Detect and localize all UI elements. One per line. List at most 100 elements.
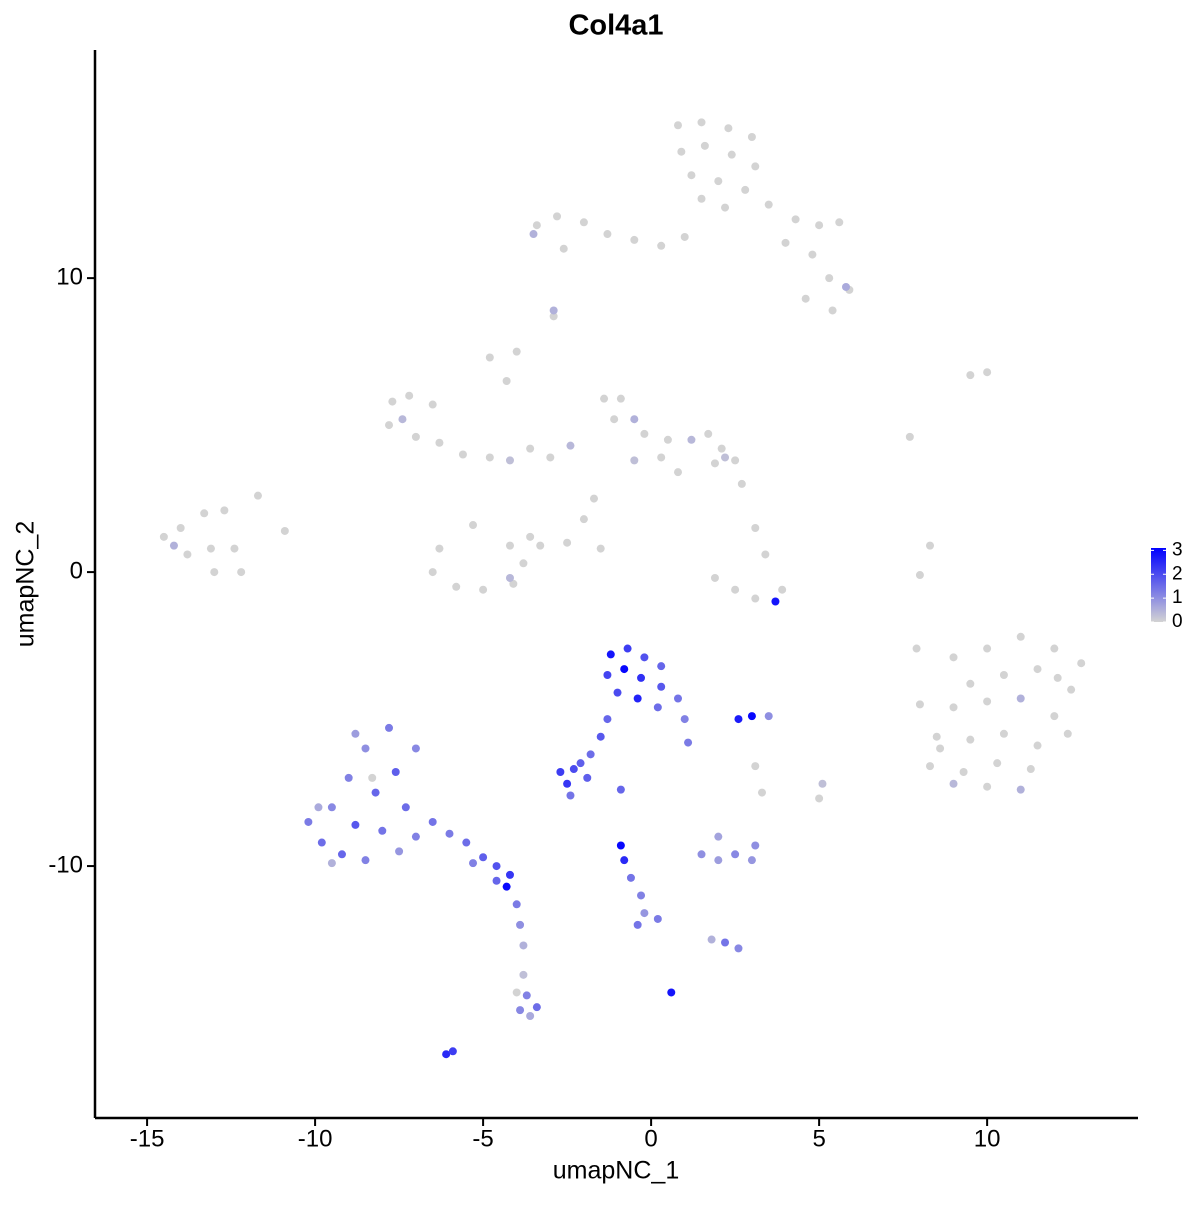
data-point — [411, 744, 420, 753]
data-point — [731, 456, 740, 465]
data-point — [710, 459, 719, 468]
data-point — [176, 523, 185, 532]
data-point — [526, 532, 535, 541]
data-point — [983, 697, 992, 706]
data-point — [1050, 712, 1059, 721]
data-point — [452, 582, 461, 591]
data-point — [398, 415, 407, 424]
data-point — [1033, 741, 1042, 750]
y-tick-label: 10 — [56, 263, 83, 290]
data-point — [620, 856, 629, 865]
data-point — [435, 544, 444, 553]
data-point — [596, 544, 605, 553]
data-point — [1016, 632, 1025, 641]
data-point — [485, 353, 494, 362]
data-point — [458, 450, 467, 459]
data-point — [721, 938, 730, 947]
data-point — [512, 988, 521, 997]
data-point — [731, 585, 740, 594]
data-point — [687, 435, 696, 444]
data-point — [169, 541, 178, 550]
data-point — [428, 568, 437, 577]
y-tick-label: -10 — [48, 851, 83, 878]
data-point — [653, 914, 662, 923]
data-point — [183, 550, 192, 559]
data-point — [710, 573, 719, 582]
data-point — [1033, 665, 1042, 674]
data-point — [532, 221, 541, 230]
data-point — [657, 453, 666, 462]
data-point — [361, 744, 370, 753]
data-point — [926, 541, 935, 550]
data-point — [633, 920, 642, 929]
data-point — [724, 124, 733, 133]
axes: -15 -10 -5 0 5 10 -10 0 10 — [48, 50, 1138, 1152]
data-point — [546, 453, 555, 462]
data-point — [949, 703, 958, 712]
data-point — [502, 882, 511, 891]
data-point — [633, 694, 642, 703]
data-point — [304, 817, 313, 826]
data-point — [640, 909, 649, 918]
data-point — [237, 568, 246, 577]
data-point — [479, 585, 488, 594]
data-point — [516, 1006, 525, 1015]
data-point — [586, 750, 595, 759]
data-point — [351, 820, 360, 829]
data-point — [469, 859, 478, 868]
data-point — [411, 832, 420, 841]
x-tick-label: -15 — [130, 1125, 165, 1152]
x-tick-label: 5 — [812, 1125, 825, 1152]
data-point — [905, 432, 914, 441]
data-point — [327, 859, 336, 868]
data-point — [556, 767, 565, 776]
data-point — [966, 679, 975, 688]
data-point — [791, 215, 800, 224]
data-point — [673, 468, 682, 477]
data-point — [926, 762, 935, 771]
data-point — [626, 873, 635, 882]
data-point — [559, 244, 568, 253]
data-point — [714, 832, 723, 841]
data-point — [915, 700, 924, 709]
x-tick-label: 10 — [974, 1125, 1001, 1152]
data-point — [825, 274, 834, 283]
data-point — [512, 347, 521, 356]
data-point — [747, 133, 756, 142]
data-point — [526, 444, 535, 453]
data-point — [983, 368, 992, 377]
data-point — [603, 670, 612, 679]
data-point — [630, 456, 639, 465]
data-point — [327, 803, 336, 812]
data-point — [610, 415, 619, 424]
data-point — [566, 441, 575, 450]
data-point — [566, 791, 575, 800]
data-point — [1053, 673, 1062, 682]
points — [159, 118, 1086, 1059]
data-point — [344, 773, 353, 782]
data-point — [680, 715, 689, 724]
data-point — [1050, 644, 1059, 653]
data-point — [505, 456, 514, 465]
data-point — [727, 150, 736, 159]
data-point — [673, 694, 682, 703]
data-point — [999, 670, 1008, 679]
data-point — [747, 712, 756, 721]
data-point — [835, 218, 844, 227]
data-point — [966, 735, 975, 744]
data-point — [697, 850, 706, 859]
data-point — [714, 856, 723, 865]
data-point — [842, 282, 851, 291]
data-point — [680, 232, 689, 241]
data-point — [983, 644, 992, 653]
data-point — [815, 794, 824, 803]
data-point — [697, 194, 706, 203]
data-point — [697, 118, 706, 127]
chart-title: Col4a1 — [568, 10, 663, 42]
data-point — [159, 532, 168, 541]
data-point — [492, 862, 501, 871]
data-point — [351, 729, 360, 738]
data-point — [657, 662, 666, 671]
data-point — [815, 221, 824, 230]
y-tick-label: 0 — [70, 557, 83, 584]
